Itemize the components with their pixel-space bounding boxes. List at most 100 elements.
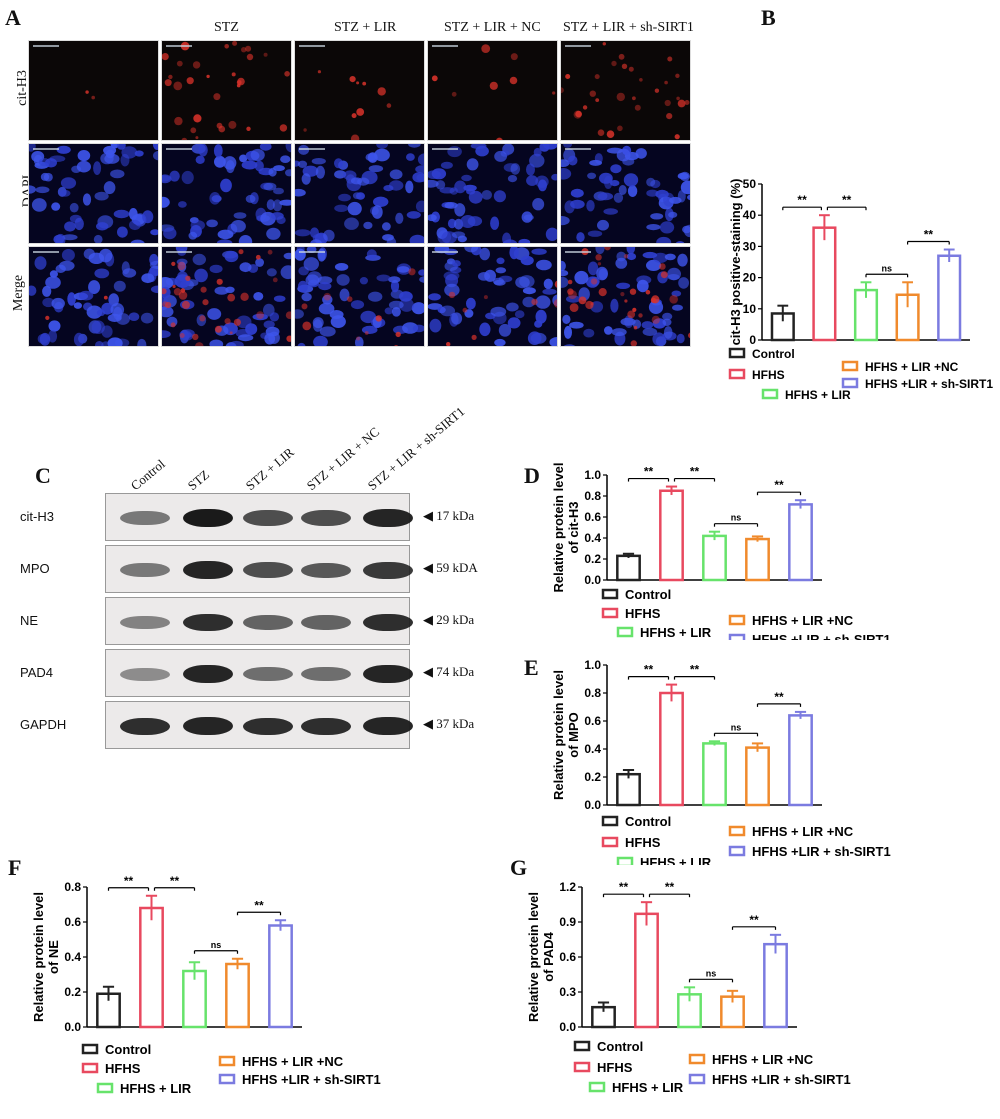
bar-0 [616,772,641,807]
panel-letter-c: C [35,463,51,488]
legend-swatch-2 [588,1081,606,1093]
legend-label-0: Control [597,1039,643,1054]
significance-label: ** [924,228,934,242]
chart-e: 0.0 0.2 0.4 0.6 0.8 1.0 Relative protein level… [551,658,891,865]
panel-letter-e: E [524,655,539,680]
legend-swatch-2 [96,1082,114,1094]
y-tick-label: 0.4 [584,531,601,545]
blot-band [363,717,413,735]
legend-label-4: HFHS +LIR + sh-SIRT1 [242,1072,381,1087]
scale-bar [432,45,458,47]
blot-kda-cit-h3: ◀ 17 kDa [423,508,475,523]
scale-bar [166,148,192,150]
y-tick-label: 0.8 [584,489,601,503]
y-tick-label: 30 [743,239,757,253]
blot-band [363,613,413,631]
column-label-stz-lir: STZ + LIR [334,20,397,35]
legend-swatch-0 [601,815,619,827]
legend-swatch-4 [728,633,746,640]
significance-label: ns [706,968,717,978]
legend-label-3: HFHS + LIR +NC [865,360,959,374]
legend-label-2: HFHS + LIR [640,855,712,865]
legend-label-1: HFHS [752,368,785,382]
column-label-stz: STZ [214,20,239,35]
legend-swatch-4 [688,1073,706,1085]
y-axis-label: of PAD4 [541,931,556,981]
significance-label: ** [644,663,654,677]
y-axis-label: Relative protein level [526,892,541,1022]
blot-band [301,667,351,681]
blot-kda-gapdh: ◀ 37 kDa [423,716,475,731]
bar-2 [702,742,727,807]
significance-label: ns [731,722,742,732]
significance-label: ns [211,940,222,950]
legend-label-1: HFHS [597,1060,633,1075]
y-tick-label: 1.2 [559,880,576,894]
blot-band [120,615,170,629]
scale-bar [299,148,325,150]
panel-letter-d: D [524,463,540,488]
significance-label: ** [644,465,654,479]
significance-label: ** [619,880,629,894]
blot-band [301,562,351,578]
legend-label-3: HFHS + LIR +NC [712,1052,814,1067]
y-tick-label: 0.0 [584,573,601,587]
row-label-merge: Merge [11,274,27,312]
y-tick-label: 50 [743,177,757,191]
legend-label-0: Control [625,814,671,829]
micrograph-dapi-3 [427,143,558,244]
blot-kda-mpo: ◀ 59 kDA [423,560,478,575]
scale-bar [565,45,591,47]
blot-band [243,562,293,578]
bar-4 [788,503,813,582]
legend-label-0: Control [752,347,795,361]
legend-label-4: HFHS +LIR + sh-SIRT1 [752,632,891,640]
chart-d: 0.0 0.2 0.4 0.6 0.8 1.0 Relative protein level… [551,462,891,640]
micrograph-dapi-4 [560,143,691,244]
micrograph-merge-1 [161,246,292,347]
legend-swatch-0 [728,347,746,359]
bar-4 [937,254,962,342]
blot-label-mpo: MPO [20,561,50,576]
micrograph-merge-4 [560,246,691,347]
legend-label-3: HFHS + LIR +NC [752,613,854,628]
scale-bar [565,148,591,150]
legend-swatch-1 [81,1062,99,1074]
legend-label-4: HFHS +LIR + sh-SIRT1 [865,377,993,391]
significance-label: ** [774,690,784,704]
blot-band [183,509,233,527]
legend-swatch-2 [761,388,779,400]
y-tick-label: 0.2 [584,770,601,784]
legend-swatch-2 [616,626,634,638]
lane-label-control: Control [127,456,168,494]
blot-band [243,510,293,526]
panel-letter-a: A [5,5,21,30]
blot-band [243,614,293,630]
legend-swatch-3 [688,1053,706,1065]
y-tick-label: 0.6 [64,915,81,929]
significance-label: ns [882,263,893,273]
scale-bar [33,251,59,253]
legend-swatch-4 [218,1073,236,1085]
blot-label-ne: NE [20,613,39,628]
y-tick-label: 0.2 [64,985,81,999]
y-tick-label: 20 [743,271,757,285]
bar-4 [763,942,788,1029]
y-tick-label: 0.0 [584,798,601,812]
blot-label-cit-h3: cit-H3 [20,509,54,524]
blot-band [183,717,233,735]
legend-swatch-3 [728,614,746,626]
y-axis-label: of NE [46,940,61,974]
legend-label-2: HFHS + LIR [785,388,851,402]
significance-label: ** [749,913,759,927]
significance-label: ns [731,513,742,523]
significance-label: ** [254,898,264,912]
blot-strip-cit-h3 [105,493,413,541]
legend-label-1: HFHS [625,835,661,850]
y-tick-label: 0.8 [584,686,601,700]
micrograph-dapi-0 [28,143,159,244]
y-axis-label: of cit-H3 [566,502,581,554]
micrograph-merge-0 [28,246,159,347]
significance-label: ** [124,874,134,888]
